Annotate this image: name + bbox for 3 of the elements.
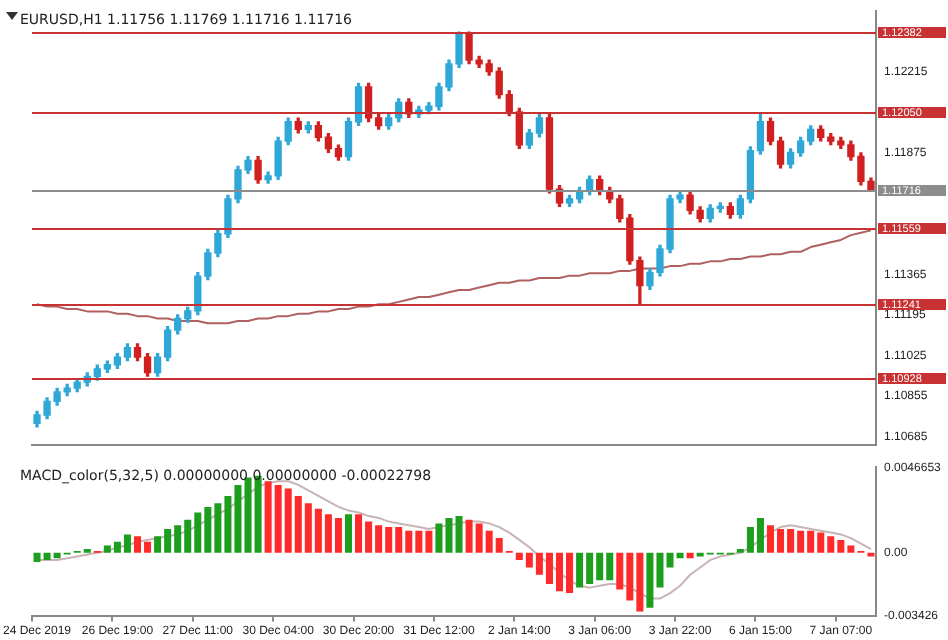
- bar: [344, 514, 353, 553]
- bar: [455, 516, 463, 553]
- bar: [686, 552, 694, 559]
